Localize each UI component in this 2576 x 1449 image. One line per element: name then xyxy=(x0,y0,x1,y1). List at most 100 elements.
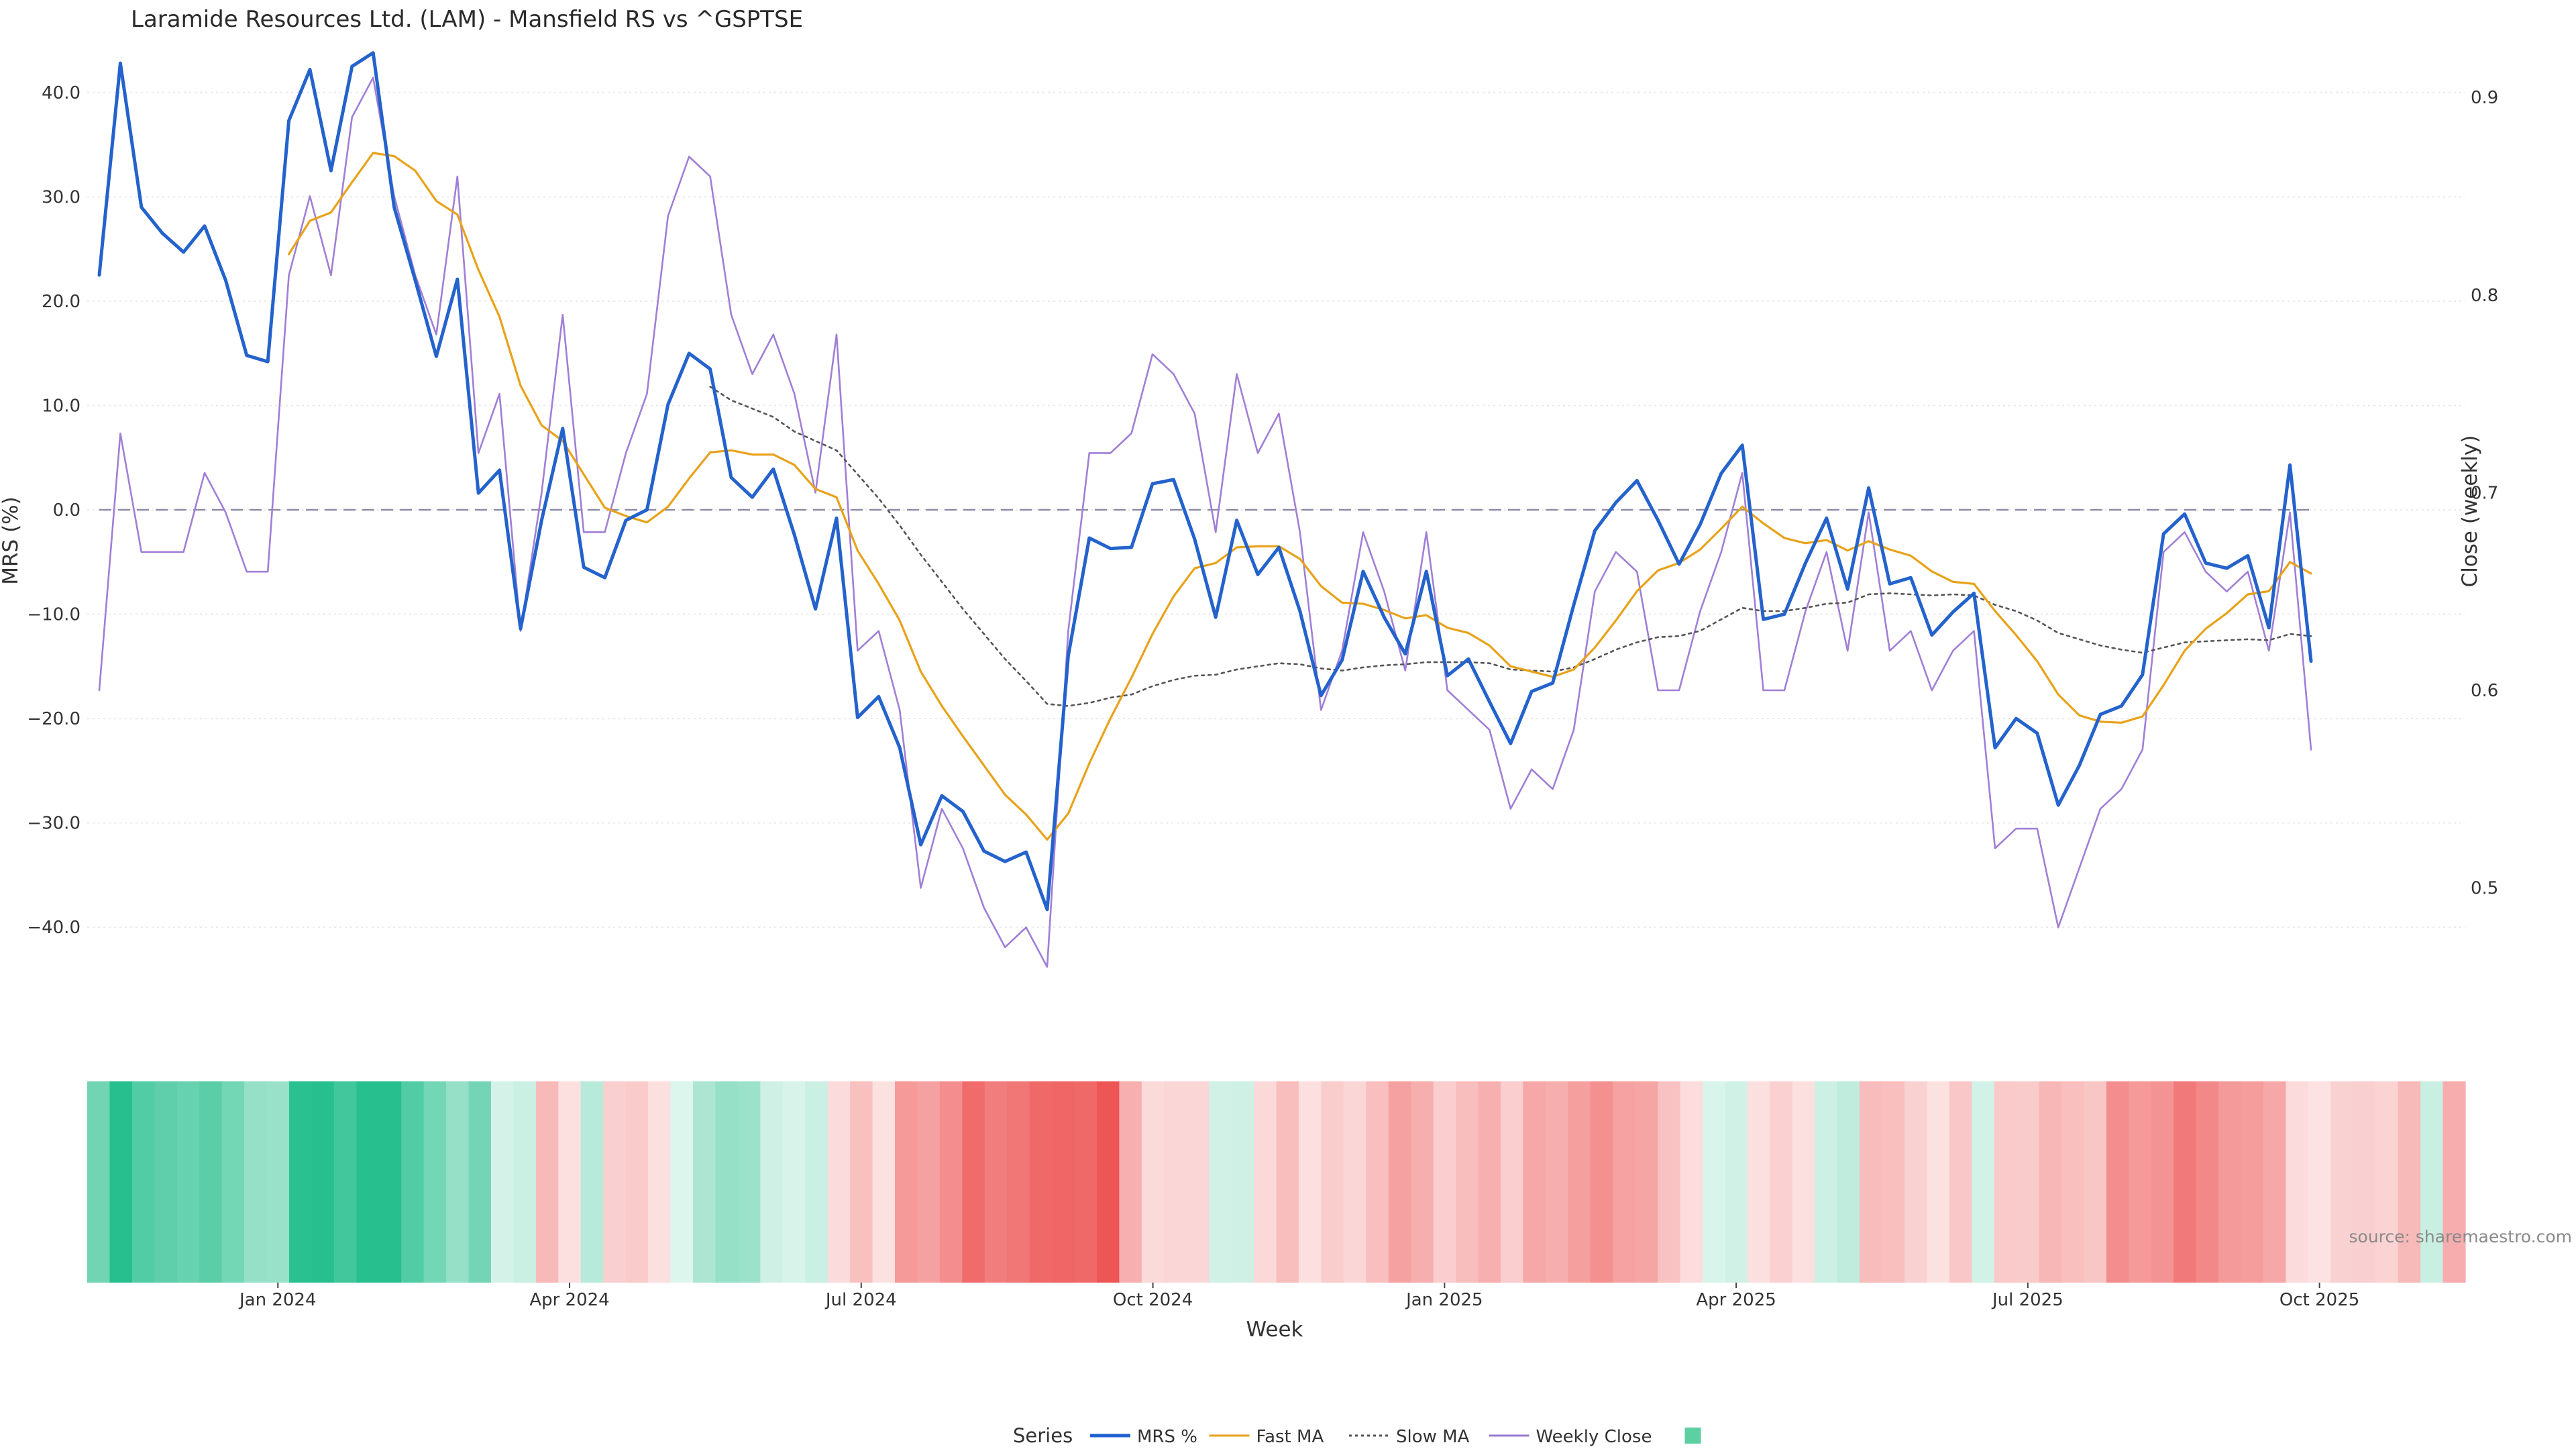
heatmap-cell xyxy=(2398,1081,2421,1283)
heatmap-cell xyxy=(1747,1081,1770,1283)
heatmap-cell xyxy=(333,1081,357,1283)
legend-swatch xyxy=(1684,1428,1701,1444)
x-axis: Jan 2024 Apr 2024 Jul 2024 Oct 2024 Jan 2025… xyxy=(238,1283,2359,1310)
y-tick-label: 20.0 xyxy=(42,292,80,312)
heatmap-cell xyxy=(1500,1081,1523,1283)
heatmap-cell xyxy=(2375,1081,2399,1283)
heatmap-cell xyxy=(1882,1081,1905,1283)
heatmap-cell xyxy=(1837,1081,1860,1283)
heatmap-cell xyxy=(625,1081,649,1283)
legend-label: Fast MA xyxy=(1256,1427,1324,1447)
y-tick-label: 10.0 xyxy=(42,396,80,416)
heatmap-cell xyxy=(1456,1081,1479,1283)
heatmap-cell xyxy=(1972,1081,1995,1283)
y-tick-label: −10.0 xyxy=(27,605,80,625)
slow-ma-line xyxy=(709,386,2312,707)
y2-tick-label: 0.5 xyxy=(2471,879,2498,899)
heatmap-cell xyxy=(558,1081,582,1283)
heatmap-cell xyxy=(378,1081,402,1283)
fast-ma-line xyxy=(288,152,2312,841)
heatmap-cell xyxy=(1613,1081,1636,1283)
heatmap-cell xyxy=(2196,1081,2219,1283)
heatmap-cell xyxy=(1545,1081,1568,1283)
heatmap-cell xyxy=(1770,1081,1793,1283)
heatmap-cell xyxy=(2106,1081,2129,1283)
heatmap-cell xyxy=(1635,1081,1658,1283)
x-axis-title: Week xyxy=(1246,1318,1303,1342)
heatmap-cell xyxy=(1052,1081,1075,1283)
heatmap-cell xyxy=(221,1081,245,1283)
heatmap-cell xyxy=(1904,1081,1927,1283)
heatmap-cell xyxy=(2330,1081,2354,1283)
heatmap-cell xyxy=(535,1081,559,1283)
x-tick-label: Oct 2025 xyxy=(2279,1290,2359,1310)
heatmap-cell xyxy=(984,1081,1008,1283)
heatmap-cell xyxy=(962,1081,985,1283)
y-axis-title: MRS (%) xyxy=(0,496,23,584)
heatmap-cell xyxy=(2039,1081,2062,1283)
heatmap-cell xyxy=(872,1081,896,1283)
heatmap-cell xyxy=(1590,1081,1613,1283)
heatmap-cell xyxy=(244,1081,268,1283)
x-tick-label: Jul 2025 xyxy=(1991,1290,2063,1310)
heatmap-cell xyxy=(1680,1081,1703,1283)
heatmap-cell xyxy=(1007,1081,1030,1283)
heatmap-cell xyxy=(446,1081,470,1283)
heatmap-cell xyxy=(1343,1081,1366,1283)
heatmap-cell xyxy=(782,1081,806,1283)
heatmap-cell xyxy=(1433,1081,1456,1283)
heatmap-cell xyxy=(1658,1081,1681,1283)
heatmap-cell xyxy=(760,1081,784,1283)
heatmap-cell xyxy=(2129,1081,2152,1283)
heatmap-cell xyxy=(401,1081,425,1283)
legend-label: Weekly Close xyxy=(1536,1427,1652,1447)
heatmap-cell xyxy=(2443,1081,2466,1283)
heatmap-cell xyxy=(423,1081,447,1283)
y-tick-label: −30.0 xyxy=(27,814,80,834)
heatmap-cell xyxy=(1725,1081,1748,1283)
heatmap-cell xyxy=(1254,1081,1277,1283)
heatmap-cell xyxy=(715,1081,739,1283)
legend-label: MRS % xyxy=(1137,1427,1197,1447)
heatmap-cell xyxy=(805,1081,828,1283)
heatmap-cell xyxy=(1321,1081,1344,1283)
heatmap-cell xyxy=(356,1081,380,1283)
heatmap-cell xyxy=(1949,1081,1972,1283)
x-tick-label: Jul 2024 xyxy=(824,1290,897,1310)
heatmap-cell xyxy=(917,1081,941,1283)
mrs-line xyxy=(97,51,2313,912)
heatmap-cell xyxy=(2286,1081,2309,1283)
heatmap-cell xyxy=(1702,1081,1725,1283)
heatmap-cell xyxy=(1411,1081,1434,1283)
heatmap-cell xyxy=(2061,1081,2085,1283)
heatmap-cell xyxy=(1029,1081,1053,1283)
heatmap-cell xyxy=(2084,1081,2107,1283)
legend: Series MRS % Fast MA Slow MA Weekly Close xyxy=(1013,1424,1701,1447)
y2-tick-label: 0.8 xyxy=(2471,286,2498,306)
legend-label: Slow MA xyxy=(1396,1427,1470,1447)
heatmap-cell xyxy=(131,1081,155,1283)
source-label: source: sharemaestro.com xyxy=(2349,1227,2573,1246)
heatmap-cell xyxy=(2017,1081,2040,1283)
heatmap-cell xyxy=(692,1081,716,1283)
heatmap-cell xyxy=(2420,1081,2444,1283)
y-tick-label: 30.0 xyxy=(42,187,80,207)
chart-title: Laramide Resources Ltd. (LAM) - Mansfiel… xyxy=(131,6,803,33)
heatmap-cell xyxy=(176,1081,200,1283)
heatmap-cell xyxy=(1568,1081,1591,1283)
heatmap-cell xyxy=(2263,1081,2287,1283)
x-tick-label: Oct 2024 xyxy=(1113,1290,1193,1310)
y-tick-label: 0.0 xyxy=(53,500,80,521)
y-tick-label: −20.0 xyxy=(27,709,80,729)
heatmap-cell xyxy=(1994,1081,2017,1283)
heatmap-cell xyxy=(2151,1081,2174,1283)
heatmap-cell xyxy=(468,1081,492,1283)
heatmap-cell xyxy=(1388,1081,1411,1283)
heatmap-cell xyxy=(1096,1081,1120,1283)
heatmap-cell xyxy=(1478,1081,1501,1283)
heatmap-cell xyxy=(490,1081,515,1283)
heatmap-cell xyxy=(2174,1081,2197,1283)
heatmap-cell xyxy=(603,1081,627,1283)
heatmap-cell xyxy=(939,1081,963,1283)
